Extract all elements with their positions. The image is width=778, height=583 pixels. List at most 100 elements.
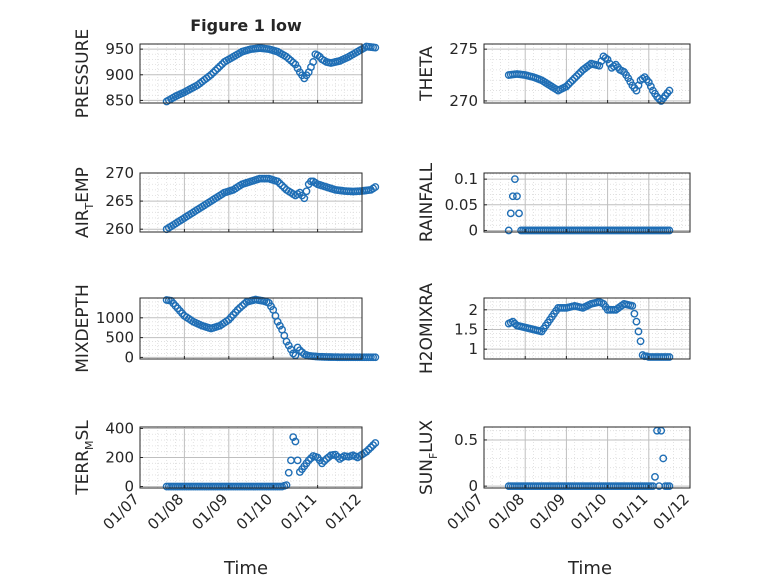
data-point bbox=[320, 457, 329, 466]
y-tick-label: 275 bbox=[449, 40, 478, 58]
y-tick-label: 1 bbox=[468, 340, 478, 358]
subplot-air: 260 265 270 AIRTEMP bbox=[73, 164, 380, 238]
data-point bbox=[209, 68, 218, 77]
data-point bbox=[632, 317, 641, 326]
y-tick-label: 400 bbox=[105, 419, 134, 437]
axes-box bbox=[139, 297, 363, 360]
x-tick-label: 01/07 bbox=[444, 490, 487, 533]
data-point bbox=[515, 209, 523, 218]
data-point bbox=[566, 78, 575, 87]
y-tick-label: 270 bbox=[449, 92, 478, 110]
data-point bbox=[287, 56, 295, 65]
axes-box bbox=[139, 43, 363, 104]
subplot-pressure: 850 900 950 PRESSURE bbox=[73, 29, 380, 118]
data-point bbox=[568, 76, 577, 85]
data-point bbox=[318, 459, 326, 468]
data-point bbox=[300, 194, 309, 203]
y-axis-label-subscript: T bbox=[83, 202, 96, 210]
data-point bbox=[213, 64, 222, 73]
y-tick-label: 270 bbox=[105, 164, 134, 182]
y-axis-label-main: TERR bbox=[73, 450, 93, 496]
data-point bbox=[371, 353, 380, 362]
data-point bbox=[282, 337, 291, 346]
data-point bbox=[291, 437, 300, 446]
data-point bbox=[293, 456, 302, 465]
data-point bbox=[371, 43, 380, 52]
data-point bbox=[574, 70, 583, 78]
x-tick-label: 01/12 bbox=[650, 490, 693, 533]
axes-box bbox=[483, 43, 691, 104]
x-tick-label: 01/07 bbox=[100, 490, 143, 533]
data-point bbox=[275, 179, 284, 188]
axes-box bbox=[483, 297, 691, 360]
data-point bbox=[216, 62, 224, 71]
y-tick-label: 0.5 bbox=[454, 431, 478, 449]
x-tick-label: 01/09 bbox=[526, 490, 569, 533]
x-tick-label: 01/12 bbox=[322, 490, 365, 533]
y-tick-label: 0 bbox=[124, 348, 134, 366]
y-axis-label-main: RAINFALL bbox=[417, 162, 437, 242]
y-tick-label: 500 bbox=[105, 329, 134, 347]
y-axis-label: PRESSURE bbox=[73, 29, 93, 118]
y-tick-label: 950 bbox=[105, 40, 134, 58]
axes-box bbox=[139, 172, 363, 233]
y-axis-label: H2OMIXRA bbox=[417, 283, 437, 374]
x-tick-label: 01/09 bbox=[188, 490, 231, 533]
data-point bbox=[284, 341, 293, 350]
data-point bbox=[331, 450, 340, 459]
data-point bbox=[293, 64, 302, 73]
data-point bbox=[609, 62, 618, 71]
y-tick-label: 0 bbox=[124, 478, 134, 496]
y-axis-label-suffix: LUX bbox=[417, 420, 437, 453]
y-axis-label-main: MIXDEPTH bbox=[73, 284, 93, 373]
data-point bbox=[362, 447, 371, 456]
data-point bbox=[235, 304, 244, 312]
data-point bbox=[603, 55, 612, 64]
data-point bbox=[302, 187, 311, 196]
data-point bbox=[572, 72, 581, 80]
data-point bbox=[289, 349, 298, 358]
data-point bbox=[289, 58, 298, 67]
data-point bbox=[595, 61, 604, 70]
y-tick-label: 0 bbox=[468, 221, 478, 239]
y-axis-label: SUNFLUX bbox=[417, 420, 440, 495]
data-point bbox=[506, 209, 515, 218]
data-point bbox=[289, 433, 298, 442]
data-point bbox=[364, 445, 373, 454]
data-point bbox=[324, 453, 333, 462]
data-point bbox=[644, 78, 653, 87]
data-point bbox=[371, 183, 380, 191]
y-axis-label-subscript: F bbox=[427, 453, 440, 459]
data-point bbox=[562, 82, 571, 91]
data-point bbox=[369, 441, 377, 450]
data-point bbox=[211, 66, 220, 75]
data-point bbox=[366, 443, 375, 452]
y-axis-label-main: AIR bbox=[73, 209, 93, 238]
data-point bbox=[304, 456, 313, 465]
y-axis-label-main: PRESSURE bbox=[73, 29, 93, 118]
y-tick-label: 2 bbox=[468, 301, 478, 319]
data-point bbox=[628, 301, 637, 310]
data-point bbox=[371, 439, 380, 447]
y-axis-label: MIXDEPTH bbox=[73, 284, 93, 373]
y-tick-label: 265 bbox=[105, 192, 134, 210]
figure-title: Figure 1 low bbox=[190, 16, 302, 35]
x-tick-label: 01/10 bbox=[567, 490, 610, 533]
data-point bbox=[309, 58, 318, 66]
data-point bbox=[291, 60, 300, 69]
y-axis-label-main: SUN bbox=[417, 459, 437, 495]
data-point bbox=[282, 52, 291, 61]
x-tick-label: 01/11 bbox=[277, 490, 320, 533]
y-axis-label-subscript: M bbox=[83, 441, 96, 451]
data-point bbox=[284, 468, 293, 477]
data-point bbox=[504, 226, 513, 235]
data-point bbox=[665, 353, 674, 361]
data-point bbox=[207, 70, 215, 79]
data-point bbox=[638, 74, 647, 83]
data-point bbox=[634, 327, 643, 336]
data-point bbox=[508, 317, 517, 326]
y-tick-label: 200 bbox=[105, 449, 134, 467]
